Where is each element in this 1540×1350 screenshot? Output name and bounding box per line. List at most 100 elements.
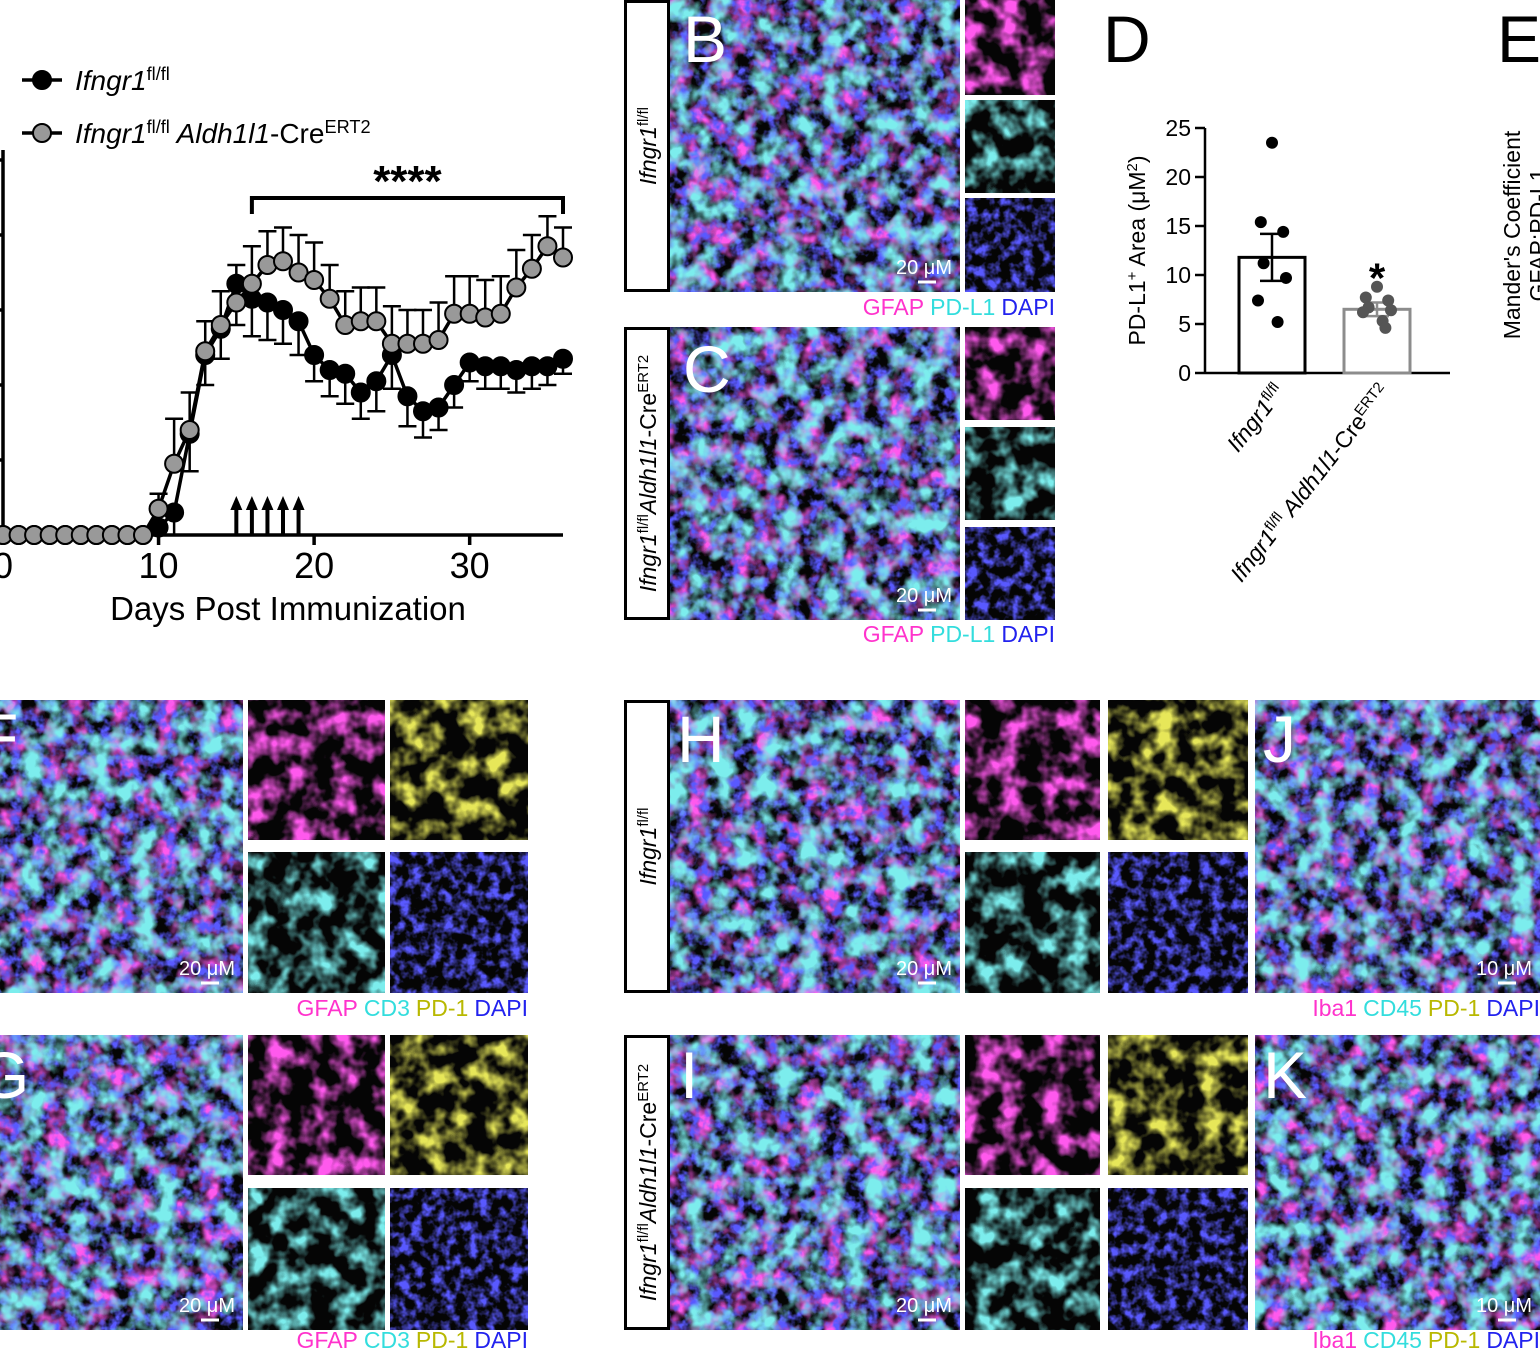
- data-point: [1379, 321, 1392, 334]
- stain-name: DAPI: [1486, 1327, 1540, 1350]
- panel-label: E: [1497, 2, 1540, 76]
- stain-layer: [965, 1035, 1100, 1175]
- stain-name: CD45: [1363, 1327, 1422, 1350]
- stain-name: DAPI: [1001, 294, 1055, 320]
- stain-name: DAPI: [1486, 995, 1540, 1021]
- y-axis-label: Mander's Coefficient: [1499, 130, 1525, 339]
- stain-legend: GFAP CD3 PD-1 DAPI: [297, 1327, 528, 1350]
- scale-bar-label: 20 μM: [179, 1295, 235, 1317]
- text-segment: Ifngr1: [635, 1242, 661, 1301]
- stain-name: PD-1: [1428, 995, 1480, 1021]
- text-segment: fl/fl: [635, 1223, 652, 1242]
- text-segment: ): [1124, 155, 1150, 163]
- data-point: [273, 251, 293, 272]
- text-segment: fl/fl: [147, 117, 170, 137]
- y-tick-label: 5: [1178, 311, 1191, 337]
- stain-name: DAPI: [1001, 621, 1055, 647]
- legend-marker: [32, 70, 52, 90]
- x-tick-label: 0: [0, 545, 13, 586]
- data-point: [366, 371, 387, 392]
- data-point: [1252, 294, 1264, 307]
- x-axis-label: Days Post Immunization: [110, 590, 466, 627]
- text-segment: ERT2: [635, 1064, 652, 1102]
- stain-layer: [390, 1035, 528, 1175]
- data-point: [164, 453, 185, 474]
- stain-layer: [0, 700, 243, 993]
- data-point: [304, 270, 325, 290]
- stain-legend: GFAP PD-L1 DAPI: [863, 621, 1055, 647]
- data-point: [490, 303, 511, 324]
- data-point: [350, 382, 371, 403]
- treatment-arrowhead: [277, 496, 289, 510]
- text-segment: Area (μM: [1124, 171, 1150, 271]
- stain-name: Iba1: [1312, 1327, 1357, 1350]
- stain-name: DAPI: [474, 1327, 528, 1350]
- data-point: [195, 341, 216, 362]
- panel-label: B: [683, 2, 727, 76]
- y-axis-label: PD-L1+ Area (μM2): [1124, 155, 1151, 345]
- data-point: [288, 311, 309, 332]
- data-point: [335, 363, 356, 384]
- data-point: [553, 247, 573, 268]
- genotype-box: [624, 0, 670, 292]
- data-point: [1271, 316, 1284, 329]
- stain-layer: [670, 327, 960, 620]
- data-point: [133, 525, 153, 545]
- stain-layer: [965, 1188, 1100, 1330]
- text-segment: fl/fl: [635, 808, 652, 827]
- data-point: [273, 300, 293, 320]
- scale-bar-label: 20 μM: [179, 958, 235, 980]
- stain-layer: [965, 427, 1055, 520]
- text-segment: Ifngr1: [75, 118, 147, 149]
- stain-layer: [1108, 1188, 1248, 1330]
- data-point: [241, 273, 262, 294]
- stain-layer: [248, 1188, 385, 1330]
- stain-layer: [670, 0, 960, 292]
- panel-label: F: [0, 700, 18, 774]
- treatment-arrowhead: [230, 496, 243, 510]
- data-point: [506, 277, 527, 298]
- stain-name: CD45: [1363, 995, 1422, 1021]
- legend-entry: Ifngr1fl/fl: [75, 64, 170, 96]
- stain-layer: [1108, 1035, 1248, 1175]
- x-tick-label: 30: [450, 545, 490, 586]
- genotype-box: [624, 1035, 670, 1330]
- stain-name: DAPI: [474, 995, 528, 1021]
- y-tick-label: 15: [1165, 213, 1191, 239]
- data-point: [1257, 257, 1270, 270]
- stain-layer: [390, 700, 528, 840]
- text-segment: Ifngr1: [635, 126, 661, 185]
- data-point: [148, 498, 169, 519]
- panel-label: K: [1263, 1038, 1307, 1112]
- stain-name: PD-L1: [930, 294, 995, 320]
- genotype-label: Ifngr1fl/flAldh1l1-CreERT2: [635, 355, 662, 592]
- y-tick-label: 10: [1165, 262, 1191, 288]
- stain-layer: [248, 1035, 385, 1175]
- text-segment: Aldh1l1: [635, 1147, 661, 1226]
- text-segment: fl/fl: [635, 514, 652, 533]
- data-point: [444, 375, 465, 395]
- genotype-label: Ifngr1fl/fl: [635, 107, 662, 185]
- text-segment: PD-L1: [1124, 280, 1150, 345]
- y-axis-label: GFAP:PD-L1: [1525, 169, 1540, 302]
- data-point: [319, 288, 340, 309]
- y-tick-label: 25: [1165, 115, 1191, 141]
- stain-layer: [248, 700, 385, 840]
- stain-layer: [1108, 700, 1248, 840]
- data-point: [1382, 294, 1395, 307]
- y-tick-label: 0: [1178, 360, 1191, 386]
- panel-label: C: [683, 332, 731, 406]
- x-tick-label: Ifngr1fl/fl: [1221, 379, 1290, 457]
- stain-layer: [965, 198, 1055, 292]
- text-segment: ERT2: [1351, 379, 1388, 419]
- stain-layer: [390, 852, 528, 993]
- stain-layer: [1108, 852, 1248, 993]
- stain-layer: [965, 527, 1055, 620]
- significance-label: ****: [373, 157, 442, 206]
- text-segment: 2: [1124, 163, 1141, 171]
- stain-layer: [390, 1188, 528, 1330]
- stain-layer: [965, 0, 1055, 95]
- text-segment: -Cre: [270, 118, 324, 149]
